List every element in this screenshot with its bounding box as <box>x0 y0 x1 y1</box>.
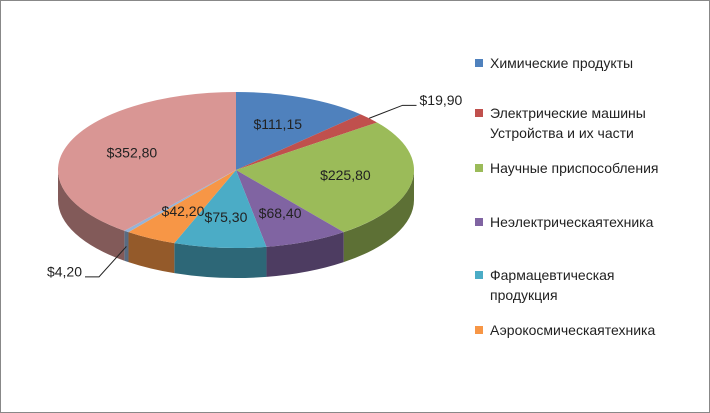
data-label: $68,40 <box>259 205 302 221</box>
pie-side <box>174 243 267 278</box>
pie-slice <box>174 170 267 248</box>
legend-label: Научные приспособления <box>490 160 659 176</box>
data-label: $75,30 <box>205 209 248 225</box>
pie-side <box>266 232 344 277</box>
data-label: $225,80 <box>320 167 371 183</box>
legend-label: Электрические машины Устройства и их час… <box>490 105 646 141</box>
pie-slice <box>236 122 414 233</box>
legend-swatch <box>475 271 483 279</box>
data-label: $4,20 <box>47 264 82 280</box>
pie-side <box>128 232 175 274</box>
data-label: $352,80 <box>107 145 158 161</box>
legend-swatch <box>475 218 483 226</box>
pie-slice <box>236 114 378 170</box>
pie-side <box>58 170 125 261</box>
legend-label: Химические продукты <box>490 55 634 71</box>
leader-line <box>85 246 127 278</box>
pie-slice <box>236 170 344 247</box>
pie-slice <box>124 170 236 233</box>
legend-label: Фармацевтическая продукция <box>490 267 615 303</box>
legend-label: Аэрокосмическаятехника <box>490 322 656 338</box>
data-label: $111,15 <box>253 116 302 132</box>
leader-line <box>369 104 417 119</box>
data-label: $42,20 <box>162 203 205 219</box>
legend-swatch <box>475 164 483 172</box>
pie-side <box>124 230 129 263</box>
legend-swatch <box>475 109 483 117</box>
pie-slice <box>128 170 236 244</box>
pie-side <box>343 170 414 263</box>
pie-slice <box>57 92 236 231</box>
pie-slice <box>236 92 361 170</box>
data-label: $19,90 <box>420 92 463 108</box>
legend-swatch <box>475 326 483 334</box>
legend-label: Неэлектрическаятехника <box>490 214 654 230</box>
legend-swatch <box>475 59 483 67</box>
